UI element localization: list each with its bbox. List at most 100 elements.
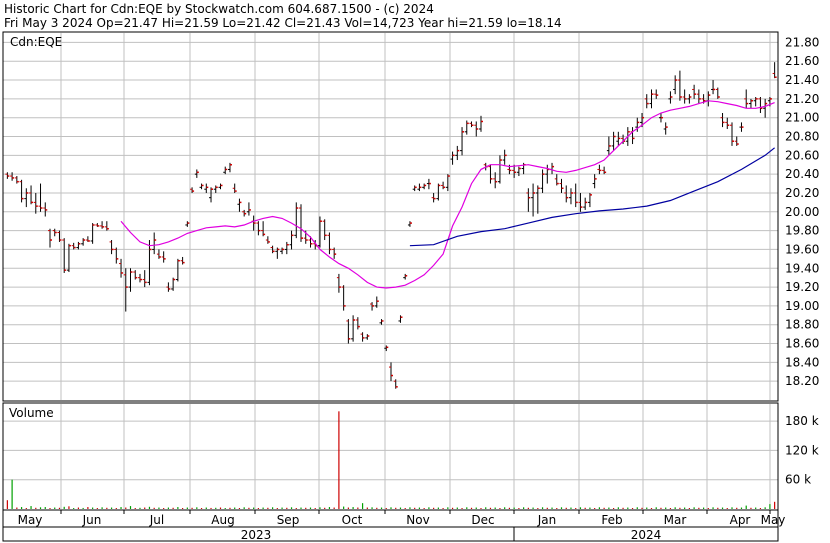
price-bar [739, 122, 744, 132]
price-bar [389, 362, 393, 382]
price-bar [95, 223, 100, 227]
month-label: May [18, 513, 43, 527]
price-bar [673, 75, 678, 95]
price-bar [526, 188, 531, 212]
volume-label: Volume [9, 406, 54, 420]
price-bar [426, 178, 431, 190]
price-bar [502, 149, 507, 165]
price-bar [10, 172, 15, 181]
price-bar [592, 174, 597, 189]
price-bar [478, 115, 483, 132]
year-label-2023: 2023 [241, 528, 272, 542]
price-bar [19, 179, 24, 203]
price-bar [412, 185, 417, 192]
price-bar [488, 164, 493, 184]
price-bar [294, 202, 299, 239]
price-bar [711, 80, 716, 95]
price-bar [696, 89, 701, 104]
price-bar [104, 221, 109, 231]
price-bar [38, 183, 43, 212]
price-bar [213, 185, 218, 193]
price-bar [147, 240, 152, 286]
price-bar [261, 221, 266, 237]
price-bar [327, 232, 332, 255]
price-bar [398, 315, 403, 323]
price-tick-label: 18.20 [785, 374, 819, 388]
month-label: Dec [471, 513, 494, 527]
price-bar [540, 169, 545, 193]
price-bar [204, 183, 209, 193]
price-bar [744, 89, 749, 109]
price-bar [256, 221, 261, 236]
year-axis-frame [2, 526, 779, 542]
price-bar [100, 221, 105, 229]
price-bar [284, 241, 289, 255]
price-bar [66, 243, 71, 273]
price-bar [384, 345, 389, 352]
price-bar [564, 185, 569, 203]
price-bar [687, 94, 692, 104]
price-bar [720, 112, 725, 128]
price-bar [109, 240, 114, 255]
month-label: Apr [730, 513, 751, 527]
price-tick-label: 21.40 [785, 73, 819, 87]
price-bar [5, 172, 10, 179]
price-bar [346, 319, 351, 344]
price-bar [658, 112, 663, 123]
month-label: Sep [277, 513, 300, 527]
price-bar [360, 332, 365, 342]
price-grid [3, 33, 778, 400]
price-bar [677, 70, 682, 101]
price-bar [715, 87, 720, 99]
price-bar [166, 282, 171, 292]
price-bar [730, 122, 735, 146]
price-tick-label: 20.60 [785, 148, 819, 162]
price-bar [123, 268, 128, 312]
price-tick-label: 18.80 [785, 318, 819, 332]
price-bar [76, 241, 81, 250]
price-bar [654, 89, 659, 99]
price-bar [341, 285, 346, 311]
chart-summary: Fri May 3 2024 Op=21.47 Hi=21.59 Lo=21.4… [4, 16, 562, 30]
price-bar [587, 192, 592, 208]
price-bar [374, 296, 379, 308]
chart-title: Historic Chart for Cdn:EQE by Stockwatch… [4, 2, 434, 16]
price-bar [275, 247, 280, 259]
price-bar [114, 247, 119, 264]
month-label: Oct [342, 513, 363, 527]
month-label: Mar [664, 513, 687, 527]
price-bar [119, 258, 124, 278]
price-bar [531, 183, 536, 217]
price-bar [171, 277, 176, 291]
price-bar [668, 91, 673, 104]
price-bar [573, 183, 578, 208]
price-bar [232, 183, 237, 193]
price-bar [644, 94, 649, 109]
price-bar [237, 198, 242, 212]
volume-grid [3, 404, 778, 509]
price-bar [246, 202, 251, 216]
price-bar [317, 216, 322, 248]
price-bars [5, 62, 777, 389]
price-bar [180, 256, 185, 265]
price-tick-label: 18.60 [785, 337, 819, 351]
volume-tick-label: 120 k [785, 443, 819, 457]
month-label: Jul [149, 513, 164, 527]
price-bar [289, 230, 294, 250]
price-bar [649, 89, 654, 109]
month-label: Feb [601, 513, 622, 527]
price-bar [185, 221, 190, 227]
price-bar [772, 62, 777, 79]
price-bar [606, 136, 611, 156]
price-bar [578, 192, 583, 212]
price-bar [431, 192, 436, 203]
price-bar [152, 232, 157, 255]
price-tick-label: 21.80 [785, 35, 819, 49]
price-bar [460, 127, 465, 156]
price-bar [242, 209, 247, 217]
price-bar [85, 236, 90, 242]
price-bar [175, 258, 180, 282]
price-bar [370, 302, 375, 311]
price-bar [554, 174, 559, 186]
